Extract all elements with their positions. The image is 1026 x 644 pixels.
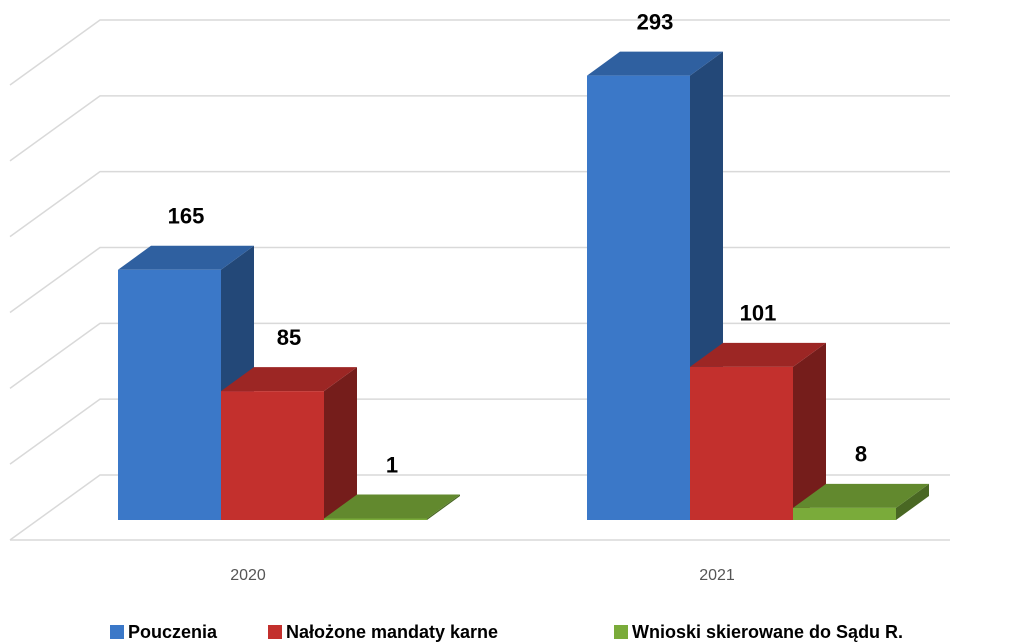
bar-face [587, 51, 723, 76]
data-label: 165 [168, 204, 205, 229]
legend-swatch [268, 625, 282, 639]
bar-face [118, 269, 221, 520]
bar-face [221, 367, 357, 392]
grid-line [9, 170, 950, 238]
bar [793, 483, 929, 520]
bar-face [690, 342, 826, 367]
data-label: 101 [740, 301, 777, 326]
data-label: 8 [855, 442, 867, 467]
bar-face [118, 245, 254, 270]
x-tick-label: 2021 [699, 567, 735, 584]
legend-swatch [110, 625, 124, 639]
bar-face [324, 518, 427, 520]
bar-face [587, 75, 690, 520]
data-label: 1 [386, 452, 398, 477]
legend-label: Wnioski skierowane do Sądu R. [632, 622, 903, 642]
x-tick-label: 2020 [230, 567, 266, 584]
bar [221, 367, 357, 520]
bar-face [221, 391, 324, 520]
bar [324, 494, 460, 520]
bar-face [690, 366, 793, 520]
bar-face [427, 494, 460, 520]
data-label: 293 [637, 9, 674, 34]
legend-label: Nałożone mandaty karne [286, 622, 498, 642]
data-label: 85 [277, 325, 301, 350]
grid-line [9, 19, 950, 86]
bar-face [793, 342, 826, 520]
bar-face [896, 483, 929, 520]
legend-label: Pouczenia [128, 622, 218, 642]
bar-face [324, 494, 460, 519]
legend-swatch [614, 625, 628, 639]
bar [690, 342, 826, 520]
bar-face [793, 483, 929, 508]
bar-face [793, 507, 896, 520]
grid-line [9, 95, 950, 162]
bar-face [324, 367, 357, 520]
